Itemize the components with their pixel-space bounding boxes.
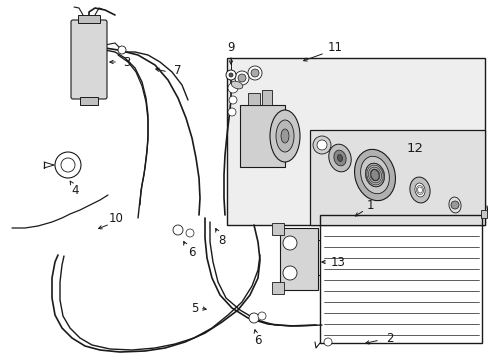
Text: 5: 5 <box>191 302 198 315</box>
Bar <box>226 58 484 225</box>
Text: 11: 11 <box>327 41 342 54</box>
Circle shape <box>247 66 262 80</box>
Circle shape <box>450 201 458 209</box>
Ellipse shape <box>370 170 378 180</box>
Text: 8: 8 <box>218 234 225 247</box>
Circle shape <box>228 96 237 104</box>
Bar <box>80 97 98 105</box>
Ellipse shape <box>333 150 346 166</box>
Circle shape <box>227 108 236 116</box>
Bar <box>78 15 100 23</box>
Bar <box>271 282 284 294</box>
Circle shape <box>248 313 259 323</box>
Ellipse shape <box>337 154 342 161</box>
Text: 4: 4 <box>71 184 79 197</box>
Bar <box>309 130 484 225</box>
Bar <box>240 105 285 167</box>
Ellipse shape <box>275 120 293 152</box>
Bar <box>319 215 481 343</box>
Text: 13: 13 <box>330 256 345 269</box>
Text: 12: 12 <box>406 141 423 154</box>
Ellipse shape <box>269 110 299 162</box>
Circle shape <box>324 338 331 346</box>
Text: 6: 6 <box>254 333 261 346</box>
Ellipse shape <box>328 144 350 172</box>
Circle shape <box>225 70 236 80</box>
Ellipse shape <box>414 183 424 197</box>
Circle shape <box>258 312 265 320</box>
Circle shape <box>238 74 245 82</box>
Text: 6: 6 <box>188 246 195 258</box>
Text: 7: 7 <box>174 63 182 77</box>
Circle shape <box>228 73 232 77</box>
Bar <box>280 228 317 290</box>
Bar <box>480 210 486 218</box>
Circle shape <box>118 46 126 54</box>
Bar <box>247 93 260 105</box>
Circle shape <box>312 136 330 154</box>
Text: 2: 2 <box>386 332 393 345</box>
Circle shape <box>227 83 238 93</box>
Bar <box>271 223 284 235</box>
Text: 3: 3 <box>123 55 130 68</box>
Circle shape <box>283 236 296 250</box>
Ellipse shape <box>409 177 429 203</box>
Ellipse shape <box>231 81 242 89</box>
Ellipse shape <box>281 129 288 143</box>
Ellipse shape <box>365 163 384 187</box>
Circle shape <box>173 225 183 235</box>
Text: 9: 9 <box>227 41 234 54</box>
Circle shape <box>250 69 259 77</box>
Ellipse shape <box>360 156 388 194</box>
FancyBboxPatch shape <box>71 20 107 99</box>
Ellipse shape <box>354 149 395 201</box>
Text: 1: 1 <box>366 198 373 212</box>
Circle shape <box>235 71 248 85</box>
Circle shape <box>283 266 296 280</box>
Circle shape <box>185 229 194 237</box>
Bar <box>262 90 271 105</box>
Text: 10: 10 <box>108 212 123 225</box>
Circle shape <box>316 140 326 150</box>
